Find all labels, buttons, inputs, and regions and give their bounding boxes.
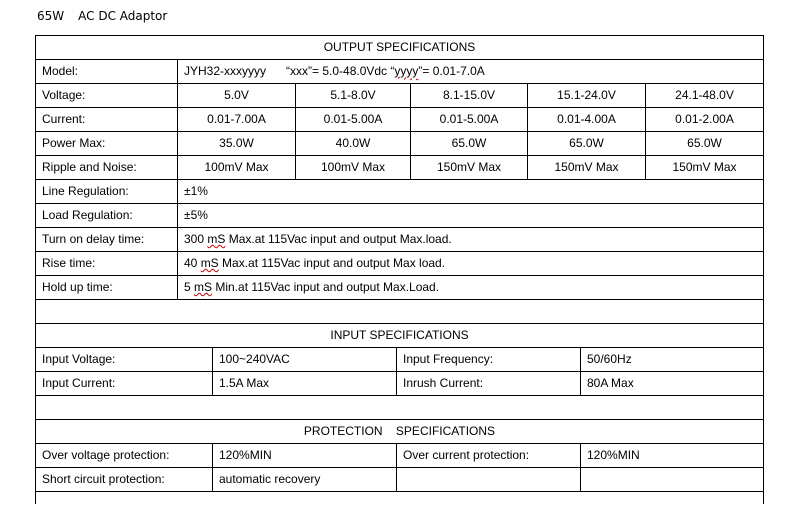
value-cell: 100mV Max — [296, 156, 411, 179]
table-row: Power Max: 35.0W 40.0W 65.0W 65.0W 65.0W — [36, 132, 763, 156]
table-row: Turn on delay time: 300 mS Max.at 115Vac … — [36, 228, 763, 252]
value-cell: 65.0W — [411, 132, 528, 155]
value-cell: automatic recovery — [213, 468, 397, 491]
document-title: 65W AC DC Adaptor — [37, 9, 167, 23]
table-row: Line Regulation: ±1% — [36, 180, 763, 204]
value-cell: 120%MIN — [213, 444, 397, 467]
value-cell: 100mV Max — [178, 156, 296, 179]
value-cell: 35.0W — [178, 132, 296, 155]
row-label: Voltage: — [36, 84, 178, 107]
row-label: Over voltage protection: — [36, 444, 213, 467]
value-cell: 8.1-15.0V — [411, 84, 528, 107]
table-row: Hold up time: 5 mS Min.at 115Vac input an… — [36, 276, 763, 300]
value-cell: 24.1-48.0V — [675, 88, 734, 102]
value-cell: 150mV Max — [672, 160, 737, 174]
value-cell: 65.0W — [528, 132, 646, 155]
row-label — [397, 468, 581, 491]
protection-heading: PROTECTION SPECIFICATIONS — [303, 424, 496, 438]
table-row: Over voltage protection: 120%MIN Over curr… — [36, 444, 763, 468]
value-cell: 5 mS Min.at 115Vac input and output Max.… — [184, 280, 440, 294]
row-label: Turn on delay time: — [36, 228, 178, 251]
value-cell: 5.0V — [178, 84, 296, 107]
table-row: Voltage: 5.0V 5.1-8.0V 8.1-15.0V 15.1-24.0V 2… — [36, 84, 763, 108]
wattage: 65W — [37, 9, 65, 23]
value-cell: 5.1-8.0V — [296, 84, 411, 107]
table-row: Input Voltage: 100~240VAC Input Frequency:… — [36, 348, 763, 372]
row-label: Current: — [36, 108, 178, 131]
row-label: Hold up time: — [36, 276, 178, 299]
row-label: Line Regulation: — [36, 180, 178, 203]
value-cell: 300 mS Max.at 115Vac input and output Ma… — [184, 232, 452, 246]
table-row: Model: JYH32-xxxyyyy “xxx”= 5.0-48.0Vdc “… — [36, 60, 763, 84]
value-cell: 50/60Hz — [587, 352, 632, 366]
value-cell: 150mV Max — [411, 156, 528, 179]
table-row: Ripple and Noise: 100mV Max 100mV Max 150mV… — [36, 156, 763, 180]
value-cell: 0.01-7.00A — [178, 108, 296, 131]
row-label: Inrush Current: — [397, 372, 581, 395]
value-cell: 15.1-24.0V — [528, 84, 646, 107]
input-heading: INPUT SPECIFICATIONS — [330, 328, 469, 342]
row-label: Power Max: — [36, 132, 178, 155]
row-label: Load Regulation: — [36, 204, 178, 227]
model-label: Model: — [36, 60, 178, 83]
table-row: Current: 0.01-7.00A 0.01-5.00A 0.01-5.00A 0.… — [36, 108, 763, 132]
table-row: Short circuit protection: automatic recov… — [36, 468, 763, 492]
value-cell: ±1% — [184, 184, 208, 198]
row-label: Ripple and Noise: — [36, 156, 178, 179]
value-cell: 0.01-2.00A — [675, 112, 734, 126]
value-cell: 150mV Max — [528, 156, 646, 179]
empty-row — [36, 300, 763, 323]
product-name: AC DC Adaptor — [78, 9, 168, 23]
value-cell: 1.5A Max — [213, 372, 397, 395]
value-cell: 120%MIN — [587, 448, 640, 462]
table-row: Rise time: 40 mS Max.at 115Vac input and … — [36, 252, 763, 276]
value-cell: 0.01-5.00A — [296, 108, 411, 131]
output-heading: OUTPUT SPECIFICATIONS — [323, 40, 476, 54]
value-cell: ±5% — [184, 208, 208, 222]
row-label: Rise time: — [36, 252, 178, 275]
value-cell: 0.01-4.00A — [528, 108, 646, 131]
row-label: Input Voltage: — [36, 348, 213, 371]
value-cell: 100~240VAC — [213, 348, 397, 371]
row-label: Input Current: — [36, 372, 213, 395]
empty-row — [36, 396, 763, 419]
value-cell: 40 mS Max.at 115Vac input and output Max… — [184, 256, 446, 270]
table-row: Load Regulation: ±5% — [36, 204, 763, 228]
value-cell: 0.01-5.00A — [411, 108, 528, 131]
value-cell: 80A Max — [587, 376, 634, 390]
empty-row — [36, 492, 763, 504]
value-cell: 40.0W — [296, 132, 411, 155]
table-row: Input Current: 1.5A Max Inrush Current: 80A… — [36, 372, 763, 396]
value-cell — [581, 468, 763, 491]
row-label: Over current protection: — [397, 444, 581, 467]
value-cell: 65.0W — [687, 136, 722, 150]
spec-table: OUTPUT SPECIFICATIONS Model: JYH32-xxxyy… — [35, 35, 764, 504]
row-label: Short circuit protection: — [36, 468, 213, 491]
model-value: JYH32-xxxyyyy “xxx”= 5.0-48.0Vdc “yyyy”= … — [184, 64, 485, 78]
row-label: Input Frequency: — [397, 348, 581, 371]
